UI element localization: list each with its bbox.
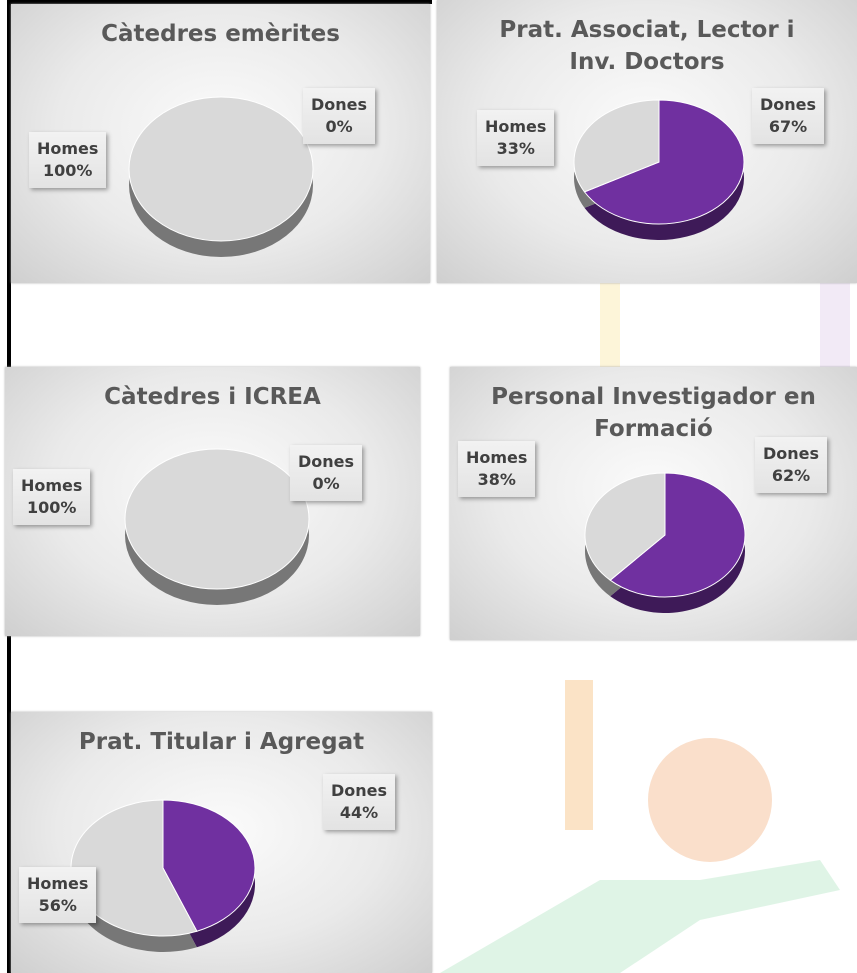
data-label: Homes 38%: [458, 441, 536, 497]
data-label: Homes 33%: [477, 110, 555, 166]
data-label: Homes 100%: [29, 132, 107, 188]
pie-slice: [124, 448, 310, 590]
pie-chart: [124, 448, 310, 605]
data-label: Dones 44%: [323, 774, 396, 830]
pie-chart: [128, 96, 314, 257]
data-label-value: 100%: [27, 498, 77, 517]
pie-chart: [573, 99, 745, 240]
data-label-value: 100%: [43, 161, 93, 180]
data-label-value: 56%: [38, 896, 77, 915]
pie-slice: [584, 472, 666, 581]
logo-shape: [565, 680, 593, 830]
chart-panel: Homes 38% Dones 62% Personal Investigador en…: [450, 367, 857, 640]
data-label-value: 0%: [312, 474, 340, 493]
data-label-category: Dones: [760, 95, 817, 114]
data-label-category: Homes: [21, 476, 83, 495]
chart-panel: Homes 100% Dones 0% Càtedres i ICREA: [5, 367, 420, 636]
chart-title: Prat. Associat, Lector i Inv. Doctors: [499, 17, 795, 75]
data-label-value: 38%: [477, 470, 516, 489]
border-line: [7, 0, 432, 4]
data-label-value: 33%: [496, 139, 535, 158]
pie-chart: [70, 799, 256, 952]
data-label-value: 44%: [339, 803, 379, 822]
data-label-value: 62%: [771, 466, 811, 485]
data-label-category: Dones: [763, 444, 820, 463]
data-label-category: Dones: [331, 781, 388, 800]
data-label-value: 67%: [768, 117, 808, 136]
data-label-category: Homes: [485, 117, 547, 136]
chart-panel: Homes 56% Dones 44% Prat. Titular i Agregat: [11, 712, 432, 973]
data-label: Dones 0%: [303, 88, 376, 144]
chart-title: Personal Investigador en Formació: [491, 384, 816, 442]
data-label: Homes 56%: [19, 867, 97, 923]
data-label: Homes 100%: [13, 469, 91, 525]
logo-shape: [648, 738, 772, 862]
data-label-category: Dones: [298, 452, 355, 471]
data-label-category: Homes: [27, 874, 89, 893]
pie-chart: [584, 472, 746, 613]
data-label-category: Homes: [466, 448, 528, 467]
data-label: Dones 67%: [752, 88, 825, 144]
chart-title: Càtedres i ICREA: [104, 384, 321, 410]
logo-shape: [440, 860, 840, 973]
pie-slice: [128, 96, 314, 242]
chart-title: Prat. Titular i Agregat: [78, 729, 365, 755]
data-label-value: 0%: [325, 117, 353, 136]
pie-slice: [583, 99, 745, 225]
chart-title: Càtedres emèrites: [101, 21, 340, 47]
data-label-category: Dones: [311, 95, 368, 114]
chart-panel: Homes 100% Dones 0% Càtedres emèrites: [11, 4, 430, 283]
data-label: Dones 62%: [755, 437, 828, 493]
pie-slice: [609, 472, 746, 598]
data-label-category: Homes: [37, 139, 99, 158]
pie-slice: [162, 799, 256, 932]
pie-slice: [573, 99, 660, 193]
data-label: Dones 0%: [290, 445, 363, 501]
chart-panel: Homes 33% Dones 67% Prat. Associat, Lector i…: [437, 0, 857, 283]
